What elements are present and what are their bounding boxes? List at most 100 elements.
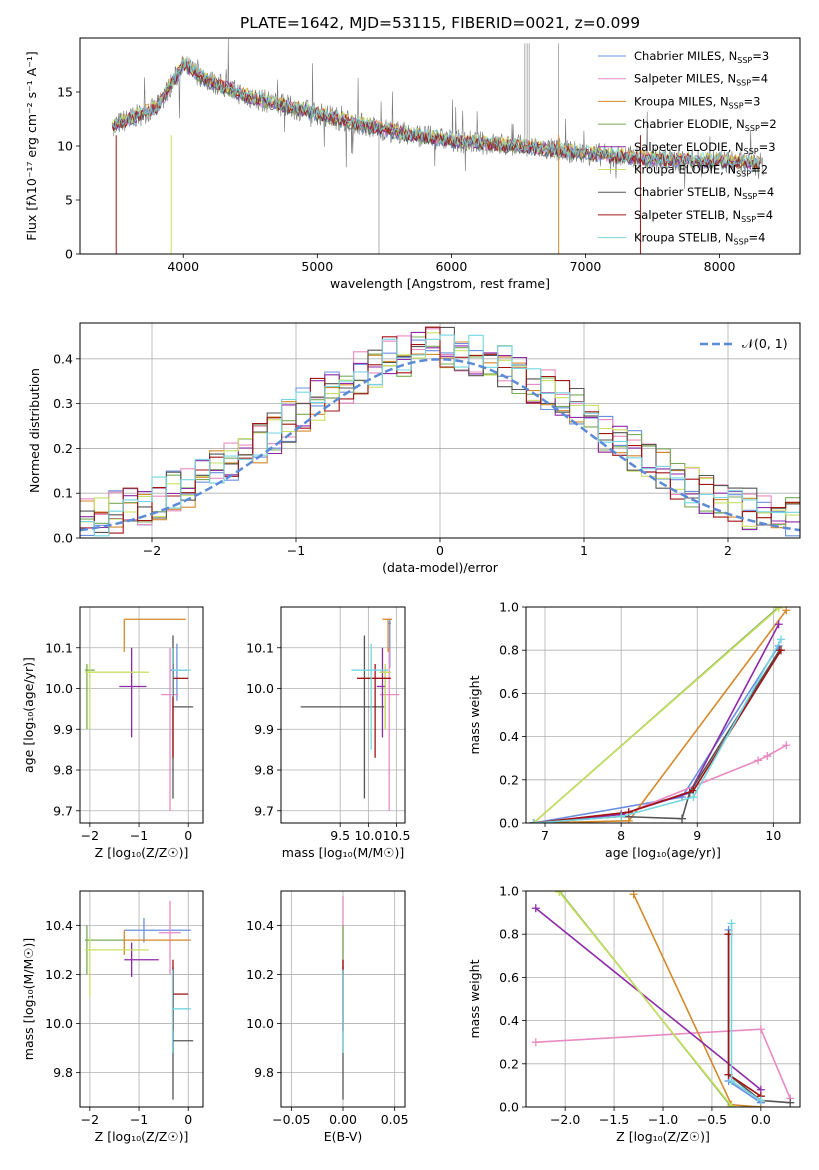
y-axis-label: Normed distribution (27, 368, 42, 493)
legend-label: Salpeter ELODIE, NSSP=3 (634, 140, 776, 156)
x-axis-label: wavelength [Angstrom, rest frame] (330, 276, 550, 291)
y-tick-label: 0.4 (53, 351, 73, 366)
histograms (80, 326, 800, 537)
y-tick-label: 10.0 (246, 681, 274, 696)
x-tick-label: −1 (287, 543, 305, 558)
y-tick-label: 9.8 (254, 763, 274, 778)
weight-lines (531, 891, 795, 1107)
weight-marker (776, 635, 785, 644)
y-tick-label: 10.0 (246, 1016, 274, 1031)
y-tick-label: 0.8 (499, 927, 519, 942)
x-tick-label: 7 (541, 828, 549, 843)
x-tick-label: 8 (617, 828, 625, 843)
weight-marker (617, 812, 626, 821)
x-tick-label: 4000 (167, 259, 199, 274)
legend-label: Kroupa ELODIE, NSSP=2 (634, 163, 768, 179)
x-tick-label: −2 (81, 1112, 99, 1127)
histogram-salpeter-stelib (80, 326, 800, 534)
y-tick-label: 10.1 (45, 640, 73, 655)
x-tick-label: 0.0 (751, 1112, 771, 1127)
weight-marker (756, 1025, 765, 1034)
weight-marker (727, 1077, 736, 1086)
weight-lines (529, 607, 791, 823)
axes-frame (525, 606, 801, 824)
x-tick-label: 7000 (570, 259, 602, 274)
panel-weight-vs-Z: −2.0 −1.5 −1.0 −0.5 0.0 0.0 0.2 0.4 0.6 0.8 1.0 Z [… (467, 884, 801, 1144)
x-tick-label: 2 (724, 543, 732, 558)
error-bars (300, 618, 400, 811)
y-tick-label: 0.0 (499, 816, 519, 831)
legend-label: 𝒩(0, 1) (742, 336, 788, 351)
panel-age-vs-Z: −2 −1 0 9.7 9.8 9.9 10.0 10.1 Z [log₁₀(Z/Z☉)] age… (21, 606, 204, 860)
y-tick-label: 9.9 (53, 722, 73, 737)
y-tick-label: 9.8 (53, 763, 73, 778)
panel-mass-vs-Z: −2 −1 0 9.8 10.0 10.2 10.4 Z [log₁₀(Z/Z☉)] mass … (21, 890, 204, 1144)
y-tick-label: 10.0 (45, 1016, 73, 1031)
x-tick-label: 10.5 (383, 828, 411, 843)
x-tick-label: 9 (693, 828, 701, 843)
weight-line-kroupa-stelib (730, 923, 762, 1102)
y-tick-label: 0.4 (499, 729, 519, 744)
x-tick-label: −1.5 (599, 1112, 629, 1127)
axes-frame (525, 890, 801, 1108)
weight-line-kroupa-stelib (533, 639, 782, 823)
y-axis-label: mass weight (467, 959, 482, 1038)
x-tick-label: 5000 (301, 259, 333, 274)
x-tick-label: 0.05 (381, 1112, 409, 1127)
weight-marker (782, 607, 791, 615)
x-axis-label: Z [log₁₀(Z/Z☉)] (616, 1129, 710, 1144)
y-tick-label: 10.4 (246, 918, 274, 933)
legend-label: Kroupa STELIB, NSSP=4 (634, 231, 765, 247)
y-tick-label: 10.0 (45, 681, 73, 696)
axes-frame (79, 606, 204, 824)
x-tick-label: −0.05 (272, 1112, 310, 1127)
weight-marker (531, 1038, 540, 1047)
axes-frame (79, 890, 204, 1108)
y-tick-label: 9.7 (53, 803, 73, 818)
weight-line-salpeter-stelib (533, 649, 782, 823)
y-tick-label: 0.0 (53, 531, 73, 546)
spectrum-lines (111, 38, 764, 254)
y-tick-label: 0.4 (499, 1013, 519, 1028)
y-tick-label: 9.9 (254, 722, 274, 737)
weight-marker (531, 904, 540, 913)
x-tick-label: −1.0 (648, 1112, 678, 1127)
y-axis-label: age [log₁₀(age/yr)] (21, 657, 36, 773)
weight-line-kroupa-elodie (558, 891, 733, 1107)
model-kroupa-elodie (111, 58, 761, 168)
x-axis-label: E(B-V) (324, 1129, 363, 1144)
model-kroupa-stelib (111, 57, 761, 168)
panel-weight-vs-age: 7 8 9 10 0.0 0.2 0.4 0.6 0.8 1.0 age [log₁₀(age/yr… (467, 600, 801, 860)
error-bars (84, 900, 194, 1100)
x-tick-label: 8000 (704, 259, 736, 274)
weight-line-chabrier-miles (533, 645, 780, 823)
y-tick-label: 0.6 (499, 970, 519, 985)
weight-line-salpeter-miles (533, 744, 787, 823)
x-tick-label: 1 (580, 543, 588, 558)
y-axis-label: Flux [fλ10⁻¹⁷ erg cm⁻² s⁻¹ A⁻¹] (24, 51, 39, 240)
weight-line-salpeter-elodie (535, 907, 762, 1091)
weight-marker (727, 919, 736, 928)
panel-residuals: −2 −1 0 1 2 0.0 0.1 0.2 0.3 0.4 (data-model)/error… (27, 322, 801, 575)
axes-frame (280, 890, 406, 1108)
legend-label: Kroupa MILES, NSSP=3 (634, 94, 760, 110)
weight-marker (727, 1101, 736, 1107)
y-tick-label: 0.3 (53, 396, 73, 411)
weight-marker (624, 816, 633, 823)
weight-marker (774, 620, 783, 629)
panel-spectrum: 4000 5000 6000 7000 8000 0 5 10 15 wavelength [An… (24, 37, 801, 291)
x-tick-label: 10 (765, 828, 781, 843)
weight-marker (774, 607, 783, 613)
axes-frame (79, 322, 801, 539)
legend-label: Chabrier ELODIE, NSSP=2 (634, 117, 777, 133)
y-tick-label: 0.0 (499, 1100, 519, 1115)
weight-marker (689, 793, 698, 802)
x-axis-label: mass [log₁₀(M/M☉)] (282, 845, 404, 860)
y-tick-label: 10.2 (246, 967, 274, 982)
x-tick-label: 0.00 (329, 1112, 357, 1127)
x-tick-label: 0 (436, 543, 444, 558)
x-tick-label: −2.0 (550, 1112, 580, 1127)
x-tick-label: −0.5 (697, 1112, 727, 1127)
weight-line-kroupa-elodie (533, 607, 780, 823)
x-tick-label: −2 (81, 828, 99, 843)
